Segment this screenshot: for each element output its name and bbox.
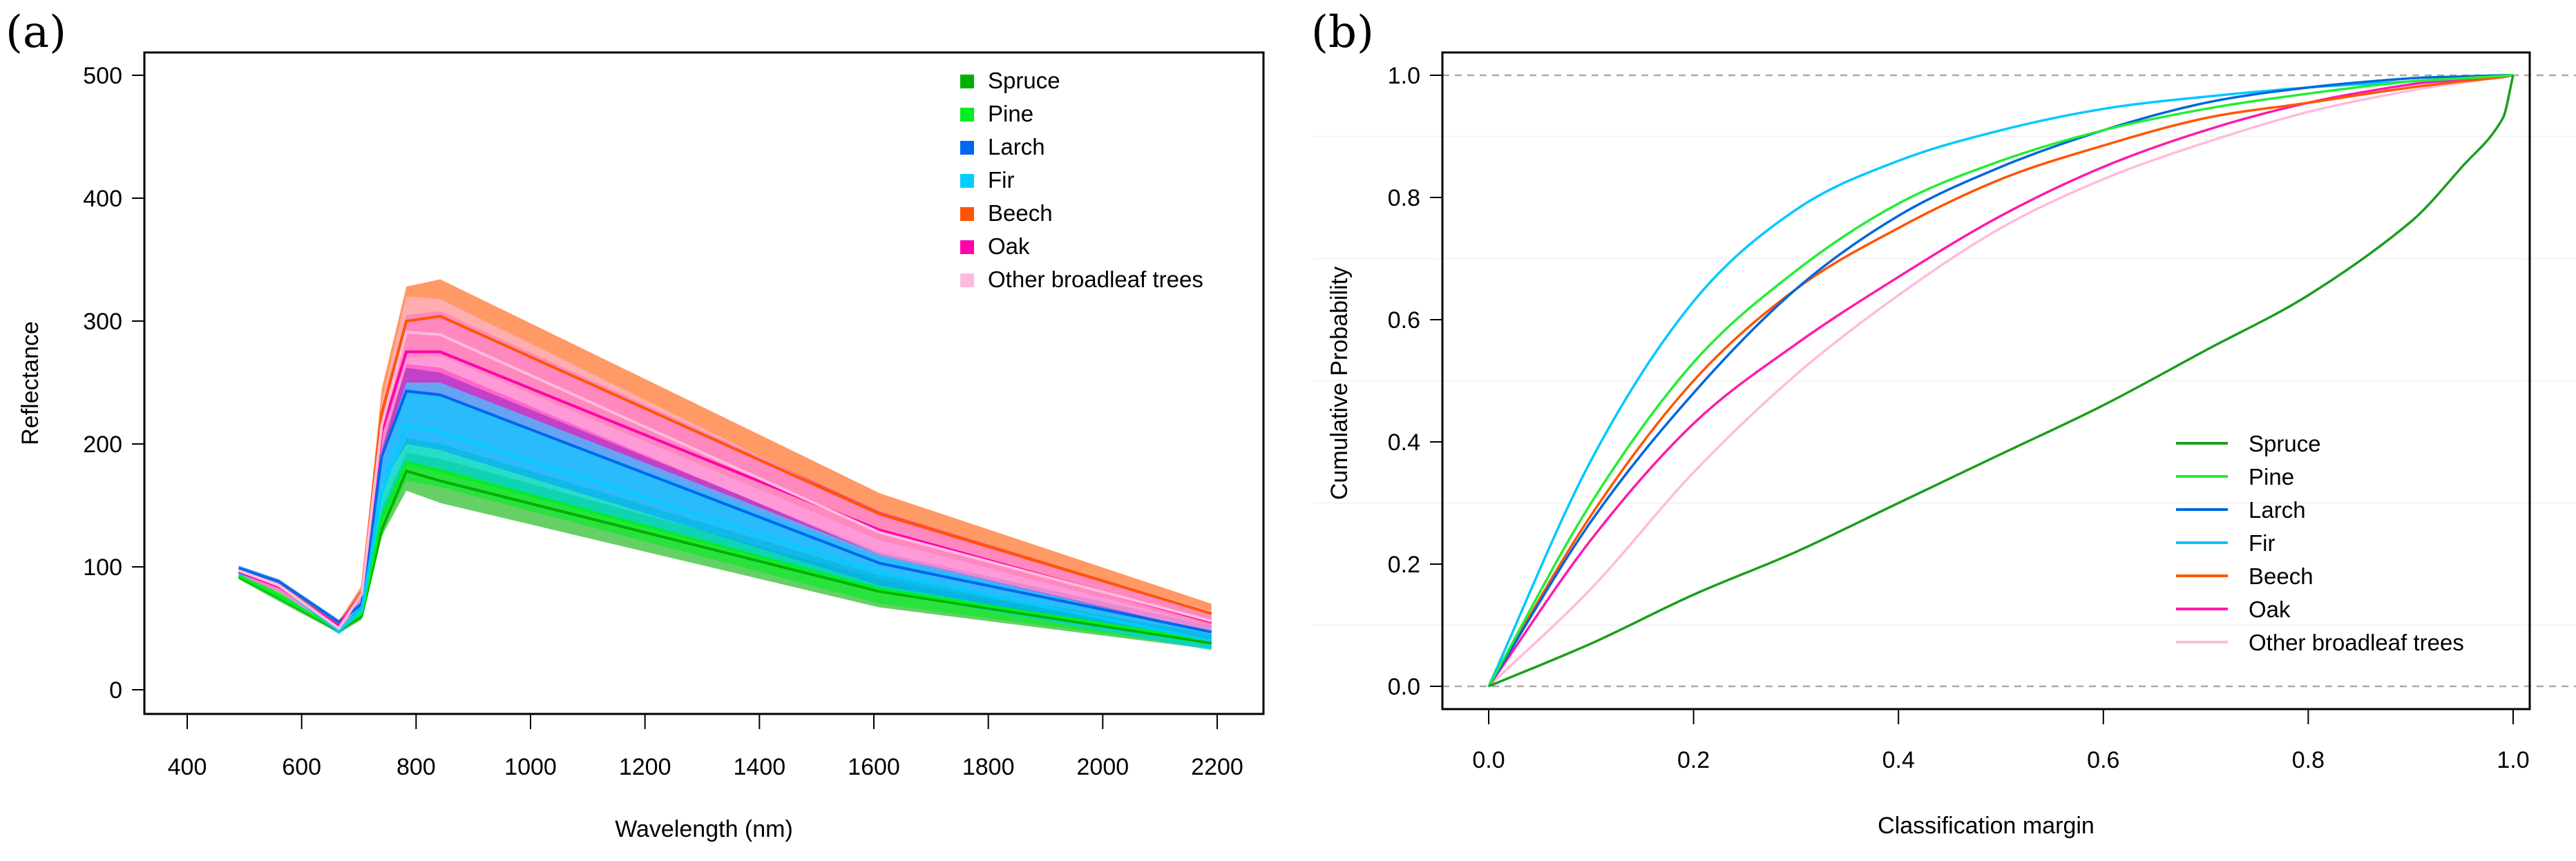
x-tick-label: 400 [168, 754, 207, 780]
legend-label: Oak [2249, 597, 2291, 622]
legend-label: Beech [988, 200, 1053, 226]
plot-frame [1441, 51, 2531, 710]
x-axis-label: Wavelength (nm) [615, 816, 793, 842]
x-tick-label: 1600 [848, 754, 900, 780]
legend-label: Pine [988, 101, 1033, 126]
x-tick-label: 0.6 [2087, 747, 2119, 773]
y-tick-label: 0.2 [1388, 552, 1420, 578]
cdf-line-spruce [1488, 75, 2515, 688]
legend-label: Fir [988, 167, 1014, 193]
x-tick-label: 1200 [619, 754, 671, 780]
legend-label: Larch [2249, 497, 2306, 523]
cdf-line-other-broadleaf-trees [1487, 74, 2514, 688]
y-tick-label: 1.0 [1388, 63, 1420, 89]
y-tick-label: 300 [83, 309, 122, 335]
legend-swatch [960, 75, 974, 88]
cdf-line-oak [1487, 74, 2514, 688]
legend-swatch [960, 240, 974, 254]
cumulative-probability-chart: (b) 0.0 0.2 0.4 0.6 0.8 1.0 0.0 0.2 0.4 0.6 0.8 1.0 C… [1311, 7, 2576, 839]
legend-label: Fir [2249, 530, 2275, 556]
y-tick-label: 0.6 [1388, 307, 1420, 333]
legend-swatch [960, 174, 974, 188]
y-tick-label: 0.0 [1388, 674, 1420, 700]
legend-label: Spruce [988, 68, 1060, 93]
y-tick-label: 100 [83, 554, 122, 581]
legend-swatch [960, 108, 974, 122]
x-tick-label: 2200 [1191, 754, 1243, 780]
legend-label: Other broadleaf trees [988, 267, 1203, 292]
y-tick-label: 400 [83, 186, 122, 212]
cdf-line-beech [1487, 74, 2514, 687]
mean-line-larch [238, 389, 1212, 634]
legend-swatch [960, 207, 974, 221]
x-tick-label: 1400 [734, 754, 786, 780]
y-axis-label: Reflectance [17, 321, 44, 445]
plot-frame [143, 51, 1265, 715]
x-tick-label: 1.0 [2497, 747, 2529, 773]
x-tick-label: 800 [397, 754, 436, 780]
y-tick-label: 0 [109, 677, 122, 704]
x-tick-label: 1800 [962, 754, 1015, 780]
y-tick-label: 500 [83, 63, 122, 89]
y-axis-label: Cumulative Probability [1326, 267, 1353, 500]
y-tick-label: 200 [83, 432, 122, 458]
legend-label: Spruce [2249, 431, 2321, 456]
x-tick-label: 0.8 [2292, 747, 2325, 773]
legend-label: Pine [2249, 464, 2294, 490]
mean-line-pine [238, 461, 1212, 642]
band-fir [238, 388, 1212, 651]
legend-label: Oak [988, 233, 1030, 259]
legend-label: Other broadleaf trees [2249, 630, 2464, 655]
x-tick-label: 600 [282, 754, 321, 780]
x-tick-label: 0.4 [1882, 747, 1915, 773]
legend-swatch [960, 141, 974, 155]
x-tick-label: 0.0 [1472, 747, 1505, 773]
x-tick-label: 2000 [1077, 754, 1129, 780]
legend-label: Larch [988, 134, 1045, 159]
panel-label: (b) [1311, 7, 1374, 58]
reflectance-chart: (a) 0 100 200 300 400 500 400 600 800 1000 1200 1400… [6, 7, 1265, 842]
x-tick-label: 0.2 [1677, 747, 1710, 773]
cdf-line-pine [1487, 74, 2514, 687]
panel-label: (a) [6, 7, 66, 58]
y-tick-label: 0.4 [1388, 429, 1420, 456]
cdf-line-larch [1487, 74, 2514, 687]
x-axis-label: Classification margin [1878, 813, 2095, 839]
legend-swatch [960, 273, 974, 287]
mean-line-other-broadleaf-trees [238, 330, 1212, 630]
legend-label: Beech [2249, 563, 2313, 589]
x-tick-label: 1000 [504, 754, 557, 780]
y-tick-label: 0.8 [1388, 185, 1420, 211]
